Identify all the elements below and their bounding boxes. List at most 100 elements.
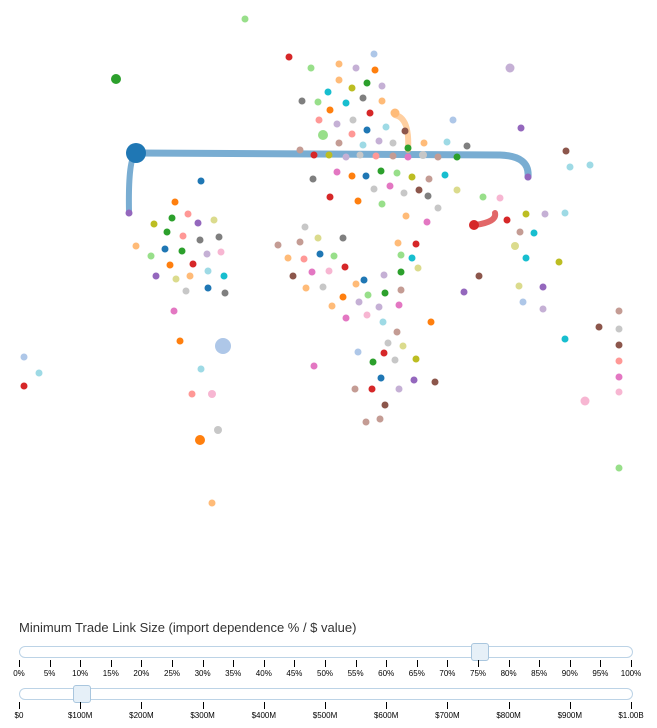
country-node[interactable]	[419, 151, 427, 159]
country-node[interactable]	[375, 137, 383, 145]
country-node[interactable]	[424, 192, 432, 200]
country-node[interactable]	[615, 307, 623, 315]
country-node[interactable]	[368, 385, 376, 393]
country-node[interactable]	[196, 236, 204, 244]
country-node[interactable]	[393, 328, 401, 336]
country-node[interactable]	[615, 341, 623, 349]
country-node[interactable]	[333, 168, 341, 176]
country-node[interactable]	[390, 108, 400, 118]
country-node[interactable]	[362, 418, 370, 426]
country-node[interactable]	[463, 142, 471, 150]
country-node[interactable]	[404, 153, 412, 161]
country-node[interactable]	[539, 283, 547, 291]
country-node[interactable]	[393, 169, 401, 177]
country-node[interactable]	[300, 255, 308, 263]
country-node[interactable]	[479, 193, 487, 201]
country-node[interactable]	[186, 272, 194, 280]
trade-network-map[interactable]	[0, 0, 657, 610]
country-node[interactable]	[352, 280, 360, 288]
country-node[interactable]	[359, 141, 367, 149]
country-node[interactable]	[197, 177, 205, 185]
country-node[interactable]	[342, 153, 350, 161]
country-node[interactable]	[351, 385, 359, 393]
country-node[interactable]	[380, 271, 388, 279]
country-node[interactable]	[384, 339, 392, 347]
country-node[interactable]	[460, 288, 468, 296]
country-node[interactable]	[615, 388, 623, 396]
country-node[interactable]	[285, 53, 293, 61]
country-node[interactable]	[404, 144, 412, 152]
country-node[interactable]	[307, 64, 315, 72]
country-node[interactable]	[176, 337, 184, 345]
country-node[interactable]	[296, 238, 304, 246]
country-node[interactable]	[354, 197, 362, 205]
country-node[interactable]	[386, 182, 394, 190]
country-node[interactable]	[126, 143, 146, 163]
country-node[interactable]	[302, 284, 310, 292]
country-node[interactable]	[505, 63, 515, 73]
country-node[interactable]	[178, 247, 186, 255]
country-node[interactable]	[371, 66, 379, 74]
country-node[interactable]	[475, 272, 483, 280]
import-dependence-slider[interactable]	[19, 643, 633, 661]
country-node[interactable]	[325, 151, 333, 159]
country-node[interactable]	[372, 152, 380, 160]
country-node[interactable]	[348, 172, 356, 180]
country-node[interactable]	[469, 220, 479, 230]
country-node[interactable]	[389, 152, 397, 160]
country-node[interactable]	[511, 242, 519, 250]
country-node[interactable]	[453, 186, 461, 194]
country-node[interactable]	[330, 252, 338, 260]
country-node[interactable]	[210, 216, 218, 224]
country-node[interactable]	[595, 323, 603, 331]
country-node[interactable]	[516, 228, 524, 236]
country-node[interactable]	[453, 153, 461, 161]
country-node[interactable]	[370, 185, 378, 193]
country-node[interactable]	[354, 348, 362, 356]
country-node[interactable]	[316, 250, 324, 258]
country-node[interactable]	[161, 245, 169, 253]
country-node[interactable]	[370, 50, 378, 58]
country-node[interactable]	[214, 426, 222, 434]
country-node[interactable]	[380, 349, 388, 357]
country-node[interactable]	[375, 303, 383, 311]
country-node[interactable]	[147, 252, 155, 260]
country-node[interactable]	[172, 275, 180, 283]
country-node[interactable]	[402, 212, 410, 220]
country-node[interactable]	[615, 357, 623, 365]
country-node[interactable]	[355, 298, 363, 306]
country-node[interactable]	[182, 287, 190, 295]
country-node[interactable]	[352, 64, 360, 72]
country-node[interactable]	[274, 241, 282, 249]
country-node[interactable]	[449, 116, 457, 124]
country-node[interactable]	[208, 390, 216, 398]
country-node[interactable]	[348, 130, 356, 138]
country-node[interactable]	[163, 228, 171, 236]
country-node[interactable]	[215, 233, 223, 241]
country-node[interactable]	[326, 106, 334, 114]
country-node[interactable]	[364, 291, 372, 299]
trade-value-slider[interactable]	[19, 685, 633, 703]
country-node[interactable]	[362, 172, 370, 180]
country-node[interactable]	[391, 356, 399, 364]
country-node[interactable]	[319, 283, 327, 291]
country-node[interactable]	[443, 138, 451, 146]
country-node[interactable]	[425, 175, 433, 183]
country-node[interactable]	[410, 376, 418, 384]
country-node[interactable]	[221, 289, 229, 297]
country-node[interactable]	[363, 79, 371, 87]
country-node[interactable]	[342, 314, 350, 322]
country-node[interactable]	[397, 286, 405, 294]
country-node[interactable]	[326, 193, 334, 201]
country-node[interactable]	[530, 229, 538, 237]
country-node[interactable]	[194, 219, 202, 227]
country-node[interactable]	[241, 15, 249, 23]
country-node[interactable]	[561, 335, 569, 343]
country-node[interactable]	[379, 318, 387, 326]
country-node[interactable]	[356, 151, 364, 159]
country-node[interactable]	[35, 369, 43, 377]
country-node[interactable]	[401, 127, 409, 135]
country-node[interactable]	[314, 98, 322, 106]
country-node[interactable]	[179, 232, 187, 240]
country-node[interactable]	[415, 186, 423, 194]
